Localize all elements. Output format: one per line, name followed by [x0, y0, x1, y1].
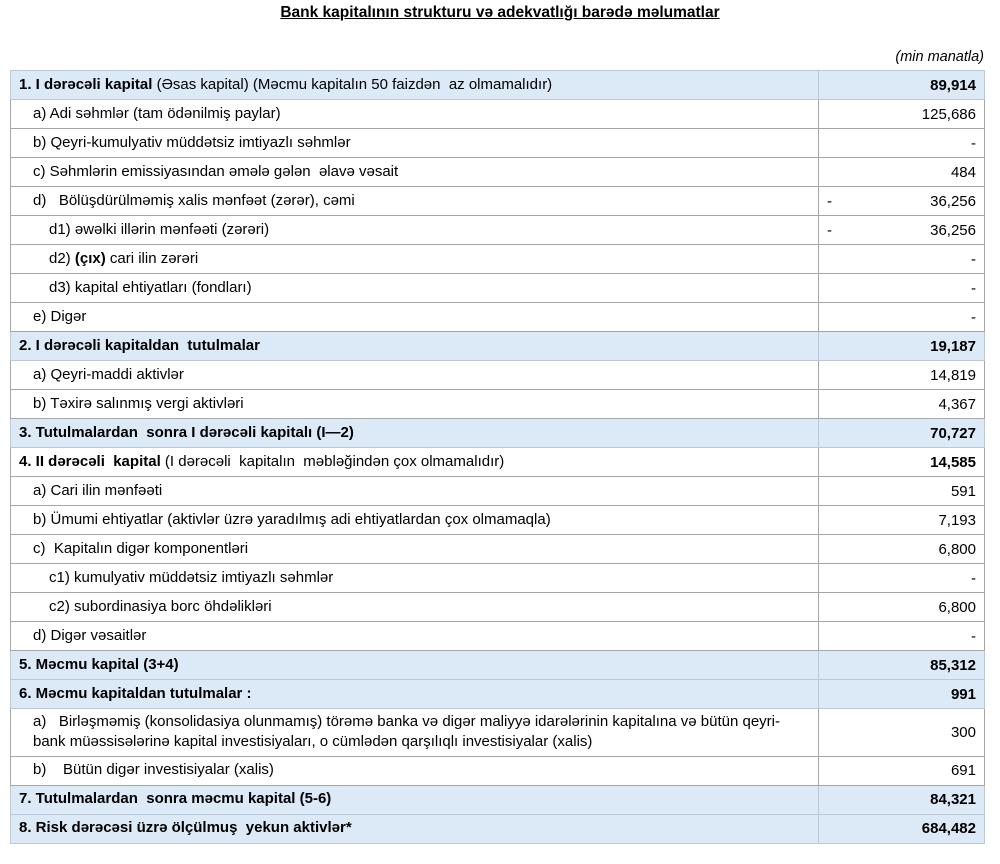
table-row: a) Qeyri-maddi aktivlər 14,819: [10, 360, 985, 390]
row-label: a) Adi səhmlər (tam ödənilmiş paylar): [10, 99, 819, 129]
row-label: 5. Məcmu kapital (3+4): [10, 650, 819, 680]
table-row: b) Bütün digər investisiyalar (xalis) 69…: [10, 755, 985, 786]
row-label: b) Ümumi ehtiyatlar (aktivlər üzrə yarad…: [10, 505, 819, 535]
row-label: d3) kapital ehtiyatları (fondları): [10, 273, 819, 303]
capital-structure-table: 1. I dərəcəli kapital (Əsas kapital) (Mə…: [10, 70, 985, 844]
row-value: -: [818, 244, 985, 274]
row-label: a) Birləşməmiş (konsolidasiya olunmamış)…: [10, 708, 819, 757]
row-label: b) Təxirə salınmış vergi aktivləri: [10, 389, 819, 419]
table-row: c) Səhmlərin emissiyasından əmələ gələn …: [10, 157, 985, 187]
table-row: d) Digər vəsaitlər -: [10, 621, 985, 651]
table-row: 5. Məcmu kapital (3+4) 85,312: [10, 650, 985, 680]
table-row: b) Qeyri-kumulyativ müddətsiz imtiyazlı …: [10, 128, 985, 158]
row-value: 4,367: [818, 389, 985, 419]
row-value: 19,187: [818, 331, 985, 361]
row-label: 2. I dərəcəli kapitaldan tutulmalar: [10, 331, 819, 361]
row-value: -: [818, 302, 985, 332]
row-value: -: [818, 563, 985, 593]
row-label: c) Səhmlərin emissiyasından əmələ gələn …: [10, 157, 819, 187]
page-title: Bank kapitalının strukturu və adekvatlığ…: [280, 4, 720, 21]
row-label: 4. II dərəcəli kapital (I dərəcəli kapit…: [10, 447, 819, 477]
row-value: -: [818, 128, 985, 158]
table-row: 2. I dərəcəli kapitaldan tutulmalar 19,1…: [10, 331, 985, 361]
row-label: 8. Risk dərəcəsi üzrə ölçülmuş yekun akt…: [10, 813, 819, 844]
table-row: d3) kapital ehtiyatları (fondları) -: [10, 273, 985, 303]
table-row: 8. Risk dərəcəsi üzrə ölçülmuş yekun akt…: [10, 813, 985, 844]
table-row: 4. II dərəcəli kapital (I dərəcəli kapit…: [10, 447, 985, 477]
row-label: d1) əwəlki illərin mənfəəti (zərəri): [10, 215, 819, 245]
row-value: 89,914: [818, 70, 985, 100]
row-value: 991: [818, 679, 985, 709]
table-row: e) Digər -: [10, 302, 985, 332]
table-row: 1. I dərəcəli kapital (Əsas kapital) (Mə…: [10, 70, 985, 100]
row-label: 6. Məcmu kapitaldan tutulmalar :: [10, 679, 819, 709]
row-value: -: [818, 621, 985, 651]
row-value: 300: [818, 708, 985, 757]
row-value: 14,819: [818, 360, 985, 390]
row-label: 7. Tutulmalardan sonra məcmu kapital (5-…: [10, 784, 819, 815]
row-label: c2) subordinasiya borc öhdəlikləri: [10, 592, 819, 622]
row-label: b) Bütün digər investisiyalar (xalis): [10, 755, 819, 786]
row-value: -36,256: [818, 215, 985, 245]
row-label: a) Qeyri-maddi aktivlər: [10, 360, 819, 390]
row-label: d) Bölüşdürülməmiş xalis mənfəət (zərər)…: [10, 186, 819, 216]
row-value: 70,727: [818, 418, 985, 448]
row-label: e) Digər: [10, 302, 819, 332]
row-value: -: [818, 273, 985, 303]
row-value: 7,193: [818, 505, 985, 535]
row-label: d) Digər vəsaitlər: [10, 621, 819, 651]
row-value: 484: [818, 157, 985, 187]
row-label: c1) kumulyativ müddətsiz imtiyazlı səhml…: [10, 563, 819, 593]
row-value: -36,256: [818, 186, 985, 216]
row-value: 125,686: [818, 99, 985, 129]
row-value: 14,585: [818, 447, 985, 477]
table-row: d2) (çıx) cari ilin zərəri -: [10, 244, 985, 274]
table-row: 3. Tutulmalardan sonra I dərəcəli kapita…: [10, 418, 985, 448]
table-row: b) Ümumi ehtiyatlar (aktivlər üzrə yarad…: [10, 505, 985, 535]
table-row: a) Cari ilin mənfəəti 591: [10, 476, 985, 506]
row-label: 3. Tutulmalardan sonra I dərəcəli kapita…: [10, 418, 819, 448]
row-value: 6,800: [818, 592, 985, 622]
row-label: d2) (çıx) cari ilin zərəri: [10, 244, 819, 274]
row-value: 6,800: [818, 534, 985, 564]
row-label: c) Kapitalın digər komponentləri: [10, 534, 819, 564]
row-value: 591: [818, 476, 985, 506]
table-row: c1) kumulyativ müddətsiz imtiyazlı səhml…: [10, 563, 985, 593]
row-value: 684,482: [818, 813, 985, 844]
row-value: 84,321: [818, 784, 985, 815]
unit-label: (min manatla): [895, 49, 984, 65]
table-row: c) Kapitalın digər komponentləri 6,800: [10, 534, 985, 564]
table-row: 7. Tutulmalardan sonra məcmu kapital (5-…: [10, 784, 985, 815]
table-row: d) Bölüşdürülməmiş xalis mənfəət (zərər)…: [10, 186, 985, 216]
row-label: 1. I dərəcəli kapital (Əsas kapital) (Mə…: [10, 70, 819, 100]
table-row: a) Adi səhmlər (tam ödənilmiş paylar) 12…: [10, 99, 985, 129]
table-row: d1) əwəlki illərin mənfəəti (zərəri) -36…: [10, 215, 985, 245]
row-value: 691: [818, 755, 985, 786]
table-row: b) Təxirə salınmış vergi aktivləri 4,367: [10, 389, 985, 419]
table-row: 6. Məcmu kapitaldan tutulmalar : 991: [10, 679, 985, 709]
table-row: c2) subordinasiya borc öhdəlikləri 6,800: [10, 592, 985, 622]
row-label: b) Qeyri-kumulyativ müddətsiz imtiyazlı …: [10, 128, 819, 158]
row-label: a) Cari ilin mənfəəti: [10, 476, 819, 506]
table-row: a) Birləşməmiş (konsolidasiya olunmamış)…: [10, 708, 985, 757]
row-value: 85,312: [818, 650, 985, 680]
